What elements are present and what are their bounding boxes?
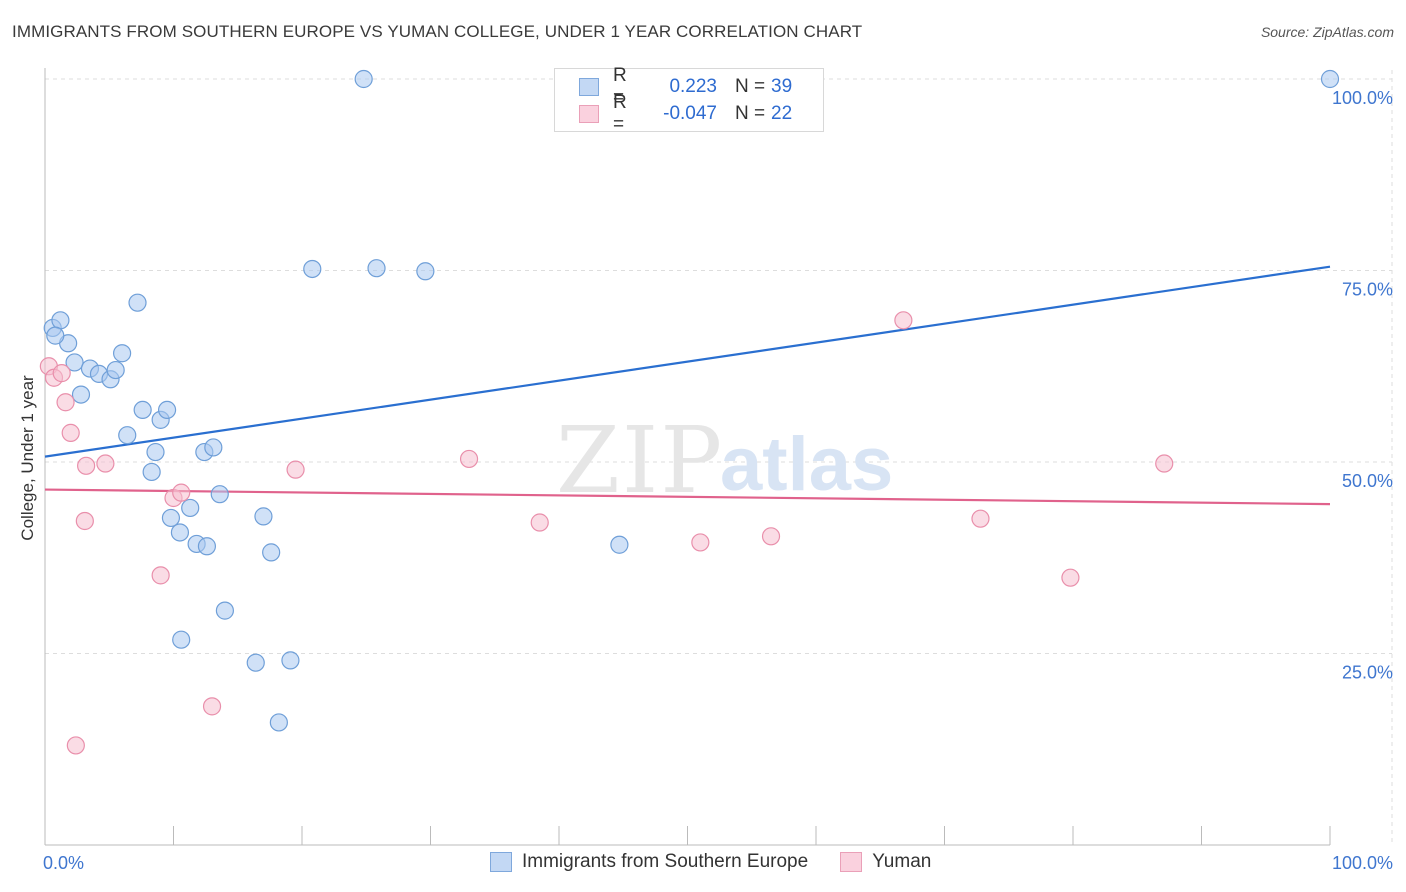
point-series1: [71, 385, 91, 404]
point-series1: [204, 438, 223, 457]
legend-swatch-series2: [840, 852, 863, 872]
point-series1: [281, 651, 300, 670]
trendline-series1: [44, 265, 1331, 458]
point-series1: [246, 653, 265, 672]
point-series2: [530, 513, 549, 532]
y-tick-label: 100.0%: [1332, 88, 1393, 108]
legend-r-label: R =: [613, 92, 627, 135]
point-series1: [112, 344, 132, 363]
point-series1: [303, 259, 322, 279]
legend-n-label: N =: [735, 103, 766, 124]
legend-r-label: R =: [613, 65, 627, 108]
point-series2: [172, 483, 191, 502]
point-series2: [151, 566, 170, 585]
point-series1: [51, 311, 70, 330]
point-series1: [262, 543, 281, 562]
point-series1: [118, 426, 137, 445]
point-series1: [210, 485, 229, 504]
point-series2: [202, 697, 222, 716]
trendline-series2: [44, 488, 1331, 506]
point-series2: [1061, 568, 1080, 587]
legend-item-series1[interactable]: Immigrants from Southern Europe: [490, 851, 808, 873]
source-label: Source: ZipAtlas.com: [1260, 24, 1394, 40]
legend-row-series2: R = -0.047 N = 22: [579, 92, 793, 135]
point-series2: [691, 533, 710, 552]
point-series2: [52, 364, 71, 383]
point-series2: [286, 460, 305, 479]
legend-item-series2[interactable]: Yuman: [840, 851, 931, 873]
legend-swatch-series1: [579, 78, 599, 96]
point-series1: [354, 69, 373, 89]
point-series1: [161, 508, 181, 528]
legend-swatch-series2: [579, 105, 599, 123]
tick-labels: 25.0% 50.0% 75.0% 100.0% 0.0% 100.0%: [43, 88, 1393, 873]
legend-n-value-series2: 22: [771, 103, 793, 124]
stats-legend: R = 0.223 N = 39 R = -0.047 N = 22: [554, 65, 824, 135]
legend-r-value-series2: -0.047: [663, 103, 717, 124]
legend-r-value-series1: 0.223: [669, 76, 717, 97]
point-series1: [170, 523, 190, 542]
point-series1: [254, 507, 273, 526]
point-series1: [1320, 69, 1340, 89]
watermark-atlas: atlas: [720, 422, 893, 507]
point-series2: [56, 393, 75, 412]
trendlines: [44, 265, 1331, 506]
series-legend: Immigrants from Southern Europe Yuman: [490, 851, 963, 873]
point-series1: [65, 353, 84, 372]
x-tick-label-min: 0.0%: [43, 853, 84, 873]
point-series1: [215, 601, 234, 620]
legend-swatch-series1: [490, 852, 512, 872]
point-series2: [77, 456, 96, 475]
point-series1: [172, 630, 191, 649]
point-series1: [610, 535, 629, 554]
y-tick-label: 50.0%: [1342, 471, 1393, 491]
y-tick-label: 25.0%: [1342, 663, 1393, 683]
point-series1: [46, 326, 65, 345]
point-series1: [133, 400, 152, 420]
data-points: [39, 69, 1340, 755]
legend-n-value-series1: 39: [771, 76, 793, 97]
point-series2: [75, 511, 94, 531]
point-series2: [1155, 454, 1174, 473]
point-series1: [197, 537, 217, 556]
x-tick-label-max: 100.0%: [1332, 853, 1393, 873]
point-series1: [367, 259, 386, 278]
point-series1: [181, 498, 200, 518]
legend-row-series1: R = 0.223 N = 39: [579, 65, 793, 108]
chart-title: IMMIGRANTS FROM SOUTHERN EUROPE VS YUMAN…: [12, 22, 863, 41]
legend-label-series1: Immigrants from Southern Europe: [522, 851, 809, 872]
point-series1: [128, 293, 147, 312]
point-series1: [416, 262, 435, 281]
point-series1: [146, 442, 165, 462]
legend-label-series2: Yuman: [872, 851, 932, 872]
point-series1: [157, 400, 177, 420]
point-series2: [61, 423, 80, 442]
point-series2: [459, 449, 479, 469]
legend-n-label: N =: [735, 76, 766, 97]
y-tick-label: 75.0%: [1342, 280, 1393, 300]
point-series1: [106, 360, 125, 380]
point-series1: [142, 462, 161, 482]
point-series2: [971, 509, 990, 528]
y-axis-label: College, Under 1 year: [18, 375, 37, 541]
point-series2: [894, 311, 913, 330]
point-series2: [96, 454, 115, 473]
point-series2: [66, 736, 85, 755]
point-series1: [269, 713, 288, 732]
point-series2: [761, 527, 781, 546]
